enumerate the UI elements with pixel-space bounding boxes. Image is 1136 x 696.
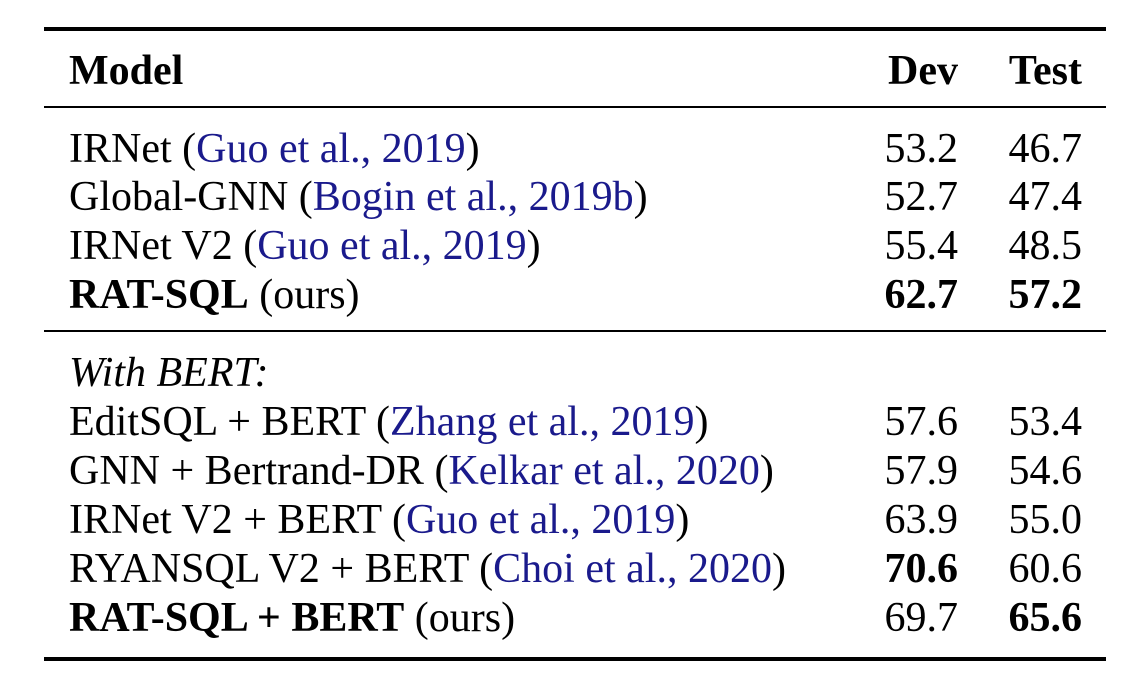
model-suffix: (ours) <box>414 595 516 641</box>
test-score: 47.4 <box>1008 174 1083 220</box>
model-name: GNN + Bertrand-DR <box>69 448 424 494</box>
bottom-rule <box>44 657 1106 661</box>
header-test: Test <box>1008 48 1082 94</box>
row-model: RYANSQL V2 + BERT (Choi et al., 2020) <box>69 546 786 592</box>
model-name: IRNet V2 <box>69 223 233 269</box>
test-score: 60.6 <box>1008 546 1083 592</box>
row-model: IRNet V2 + BERT (Guo et al., 2019) <box>69 497 690 543</box>
dev-score: 57.6 <box>884 399 959 445</box>
dev-score: 53.2 <box>884 126 959 172</box>
test-score: 55.0 <box>1008 497 1083 543</box>
header-dev: Dev <box>888 48 958 94</box>
model-name: RAT-SQL + BERT <box>69 595 405 641</box>
test-score: 48.5 <box>1008 223 1083 269</box>
row-model: RAT-SQL (ours) <box>69 274 360 316</box>
row-model: GNN + Bertrand-DR (Kelkar et al., 2020) <box>69 448 774 494</box>
model-name: IRNet <box>69 126 172 172</box>
test-score: 65.6 <box>1008 595 1083 641</box>
row-model: EditSQL + BERT (Zhang et al., 2019) <box>69 399 709 445</box>
section-rule <box>44 330 1106 332</box>
top-rule <box>44 27 1106 31</box>
citation-link[interactable]: Kelkar et al., 2020 <box>448 448 760 494</box>
test-score: 53.4 <box>1008 399 1083 445</box>
citation-link[interactable]: Bogin et al., 2019b <box>312 174 634 220</box>
dev-score: 63.9 <box>884 497 959 543</box>
dev-score: 70.6 <box>884 546 959 592</box>
model-name: EditSQL + BERT <box>69 399 366 445</box>
row-model: IRNet V2 (Guo et al., 2019) <box>69 223 541 269</box>
header-model: Model <box>69 48 184 94</box>
row-model: RAT-SQL + BERT (ours) <box>69 597 515 639</box>
citation-link[interactable]: Choi et al., 2020 <box>493 546 772 592</box>
model-name: RYANSQL V2 + BERT <box>69 546 469 592</box>
citation-link[interactable]: Guo et al., 2019 <box>405 497 676 543</box>
citation-link[interactable]: Zhang et al., 2019 <box>390 399 695 445</box>
model-name: Global-GNN <box>69 174 289 220</box>
citation-link[interactable]: Guo et al., 2019 <box>257 223 527 269</box>
row-model: IRNet (Guo et al., 2019) <box>69 126 480 172</box>
header-rule <box>44 106 1106 108</box>
model-suffix: (ours) <box>259 272 360 318</box>
dev-score: 69.7 <box>884 595 959 641</box>
citation-link[interactable]: Guo et al., 2019 <box>196 126 466 172</box>
test-score: 57.2 <box>1008 272 1083 318</box>
dev-score: 55.4 <box>884 223 959 269</box>
section-label: With BERT: <box>69 350 269 396</box>
model-name: IRNet V2 + BERT <box>69 497 382 543</box>
row-model: Global-GNN (Bogin et al., 2019b) <box>69 174 648 220</box>
model-name: RAT-SQL <box>69 272 249 318</box>
test-score: 46.7 <box>1008 126 1083 172</box>
dev-score: 57.9 <box>884 448 959 494</box>
dev-score: 62.7 <box>884 272 959 318</box>
dev-score: 52.7 <box>884 174 959 220</box>
test-score: 54.6 <box>1008 448 1083 494</box>
